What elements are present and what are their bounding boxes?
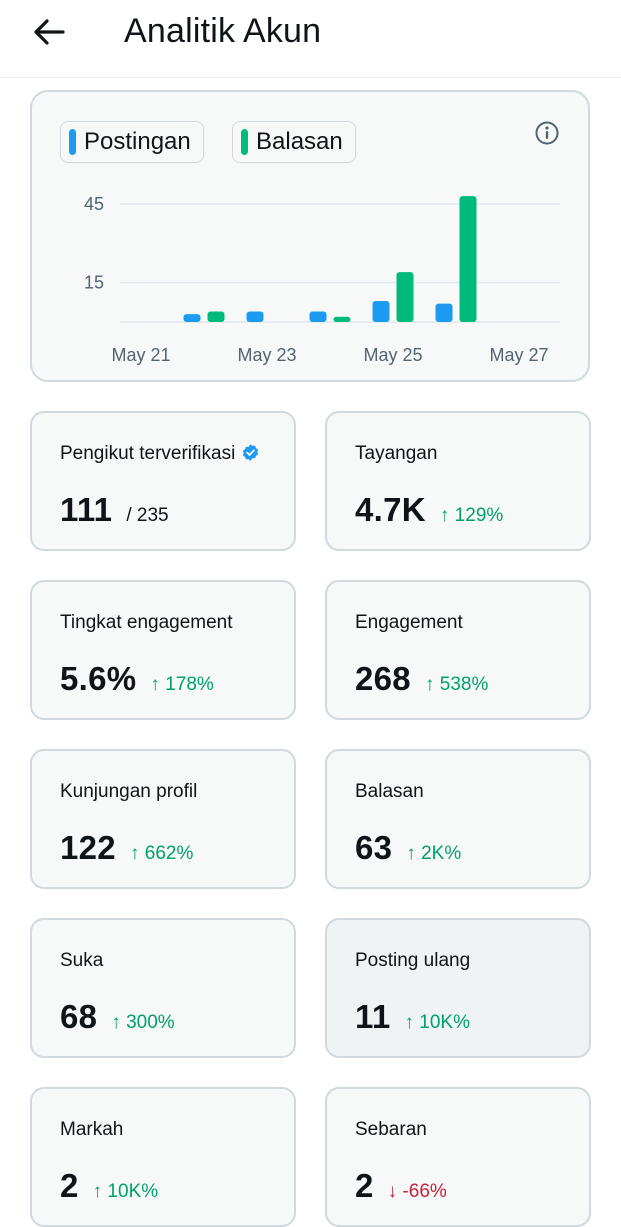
- stat-label-text: Engagement: [355, 612, 463, 633]
- stat-delta: ↑ 300%: [111, 1012, 175, 1033]
- stat-delta: ↑ 10K%: [404, 1012, 470, 1033]
- chart-card: Postingan Balasan 15 45 May 21 May 23 May 25…: [30, 90, 590, 382]
- stat-card-tingkat-engagement[interactable]: Tingkat engagement 5.6% ↑ 178%: [30, 580, 296, 720]
- stat-value-row: 122 ↑ 662%: [60, 829, 193, 867]
- stat-delta: ↑ 129%: [439, 505, 504, 526]
- stat-value-row: 5.6% ↑ 178%: [60, 660, 214, 698]
- stat-card-tayangan[interactable]: Tayangan 4.7K ↑ 129%: [325, 411, 591, 551]
- stat-card-markah[interactable]: Markah 2 ↑ 10K%: [30, 1087, 296, 1227]
- stat-card-balasan[interactable]: Balasan 63 ↑ 2K%: [325, 749, 591, 889]
- top-app-bar: Analitik Akun: [0, 0, 621, 78]
- back-button[interactable]: [30, 14, 68, 50]
- stat-delta: ↑ 662%: [129, 843, 194, 864]
- stat-label: Tingkat engagement: [60, 612, 233, 634]
- legend-label: Postingan: [84, 128, 191, 155]
- stat-card-posting-ulang[interactable]: Posting ulang 11 ↑ 10K%: [325, 918, 591, 1058]
- stat-label-text: Markah: [60, 1119, 124, 1140]
- arrow-left-icon: [34, 19, 65, 45]
- bar-balasan-may-25[interactable]: [396, 272, 414, 322]
- x-tick-label: May 21: [111, 345, 170, 365]
- stat-value: 122: [60, 829, 116, 866]
- legend-postingan[interactable]: Postingan: [60, 121, 204, 163]
- stat-value-row: 2 ↓ -66%: [355, 1167, 447, 1205]
- x-tick-label: May 23: [237, 345, 296, 365]
- stat-value-row: 268 ↑ 538%: [355, 660, 488, 698]
- stat-label-text: Tayangan: [355, 443, 438, 464]
- stat-label: Pengikut terverifikasi: [60, 443, 260, 465]
- stat-label-text: Suka: [60, 950, 104, 971]
- stat-delta: ↑ 178%: [150, 674, 214, 695]
- stat-value-row: 11 ↑ 10K%: [355, 998, 470, 1036]
- stat-label-text: Balasan: [355, 781, 424, 802]
- stat-label: Balasan: [355, 781, 424, 803]
- page-title: Analitik Akun: [124, 12, 322, 50]
- stat-value: 268: [355, 660, 411, 697]
- stat-label-text: Posting ulang: [355, 950, 471, 971]
- bar-postingan-may-26[interactable]: [435, 303, 453, 322]
- stat-label-text: Kunjungan profil: [60, 781, 198, 802]
- y-tick-label: 45: [84, 194, 104, 214]
- stat-value: 63: [355, 829, 393, 866]
- stat-delta: ↑ 538%: [424, 674, 489, 695]
- stat-label-text: Pengikut terverifikasi: [60, 443, 236, 464]
- stat-value: 5.6%: [60, 660, 137, 697]
- stat-delta: ↑ 2K%: [406, 843, 462, 864]
- legend-swatch-balasan: [241, 129, 248, 155]
- bar-postingan-may-23[interactable]: [246, 311, 264, 322]
- bar-balasan-may-24[interactable]: [333, 316, 351, 322]
- y-tick-label: 15: [84, 273, 104, 293]
- bar-balasan-may-26[interactable]: [459, 196, 477, 322]
- stat-value: 2: [60, 1167, 79, 1204]
- stat-label: Kunjungan profil: [60, 781, 197, 803]
- stat-value: 2: [355, 1167, 374, 1204]
- stat-value-row: 4.7K ↑ 129%: [355, 491, 503, 529]
- info-icon: [535, 121, 559, 145]
- stat-card-suka[interactable]: Suka 68 ↑ 300%: [30, 918, 296, 1058]
- x-tick-label: May 27: [489, 345, 548, 365]
- stat-value: 111: [60, 491, 113, 528]
- stat-label: Engagement: [355, 612, 463, 634]
- stat-card-engagement[interactable]: Engagement 268 ↑ 538%: [325, 580, 591, 720]
- stat-label: Posting ulang: [355, 950, 470, 972]
- bar-postingan-may-25[interactable]: [372, 301, 390, 322]
- stat-label: Tayangan: [355, 443, 437, 465]
- stat-value: 11: [355, 998, 391, 1035]
- stat-value-row: 68 ↑ 300%: [60, 998, 175, 1036]
- legend-label: Balasan: [256, 128, 343, 155]
- x-tick-label: May 25: [363, 345, 422, 365]
- stat-card-sebaran[interactable]: Sebaran 2 ↓ -66%: [325, 1087, 591, 1227]
- stat-label-text: Sebaran: [355, 1119, 427, 1140]
- bar-balasan-may-22[interactable]: [207, 311, 225, 322]
- bar-chart: 15 45 May 21 May 23 May 25 May 27: [84, 194, 560, 365]
- legend-balasan[interactable]: Balasan: [232, 121, 356, 163]
- stat-total: / 235: [126, 505, 169, 526]
- stat-value: 68: [60, 998, 98, 1035]
- stat-label: Sebaran: [355, 1119, 427, 1141]
- stat-delta: ↓ -66%: [387, 1181, 447, 1202]
- info-button[interactable]: [534, 120, 560, 146]
- stat-card-pengikut-terverifikasi[interactable]: Pengikut terverifikasi 111 / 235: [30, 411, 296, 551]
- stat-label: Markah: [60, 1119, 123, 1141]
- legend-swatch-postingan: [69, 129, 76, 155]
- stat-label-text: Tingkat engagement: [60, 612, 233, 633]
- stat-value-row: 111 / 235: [60, 491, 169, 529]
- stat-value: 4.7K: [355, 491, 426, 528]
- stat-value-row: 2 ↑ 10K%: [60, 1167, 158, 1205]
- bar-postingan-may-22[interactable]: [183, 314, 201, 322]
- bar-postingan-may-24[interactable]: [309, 311, 327, 322]
- stat-label: Suka: [60, 950, 103, 972]
- stat-value-row: 63 ↑ 2K%: [355, 829, 461, 867]
- stat-delta: ↑ 10K%: [92, 1181, 159, 1202]
- stat-card-kunjungan-profil[interactable]: Kunjungan profil 122 ↑ 662%: [30, 749, 296, 889]
- verified-badge-icon: [243, 444, 259, 461]
